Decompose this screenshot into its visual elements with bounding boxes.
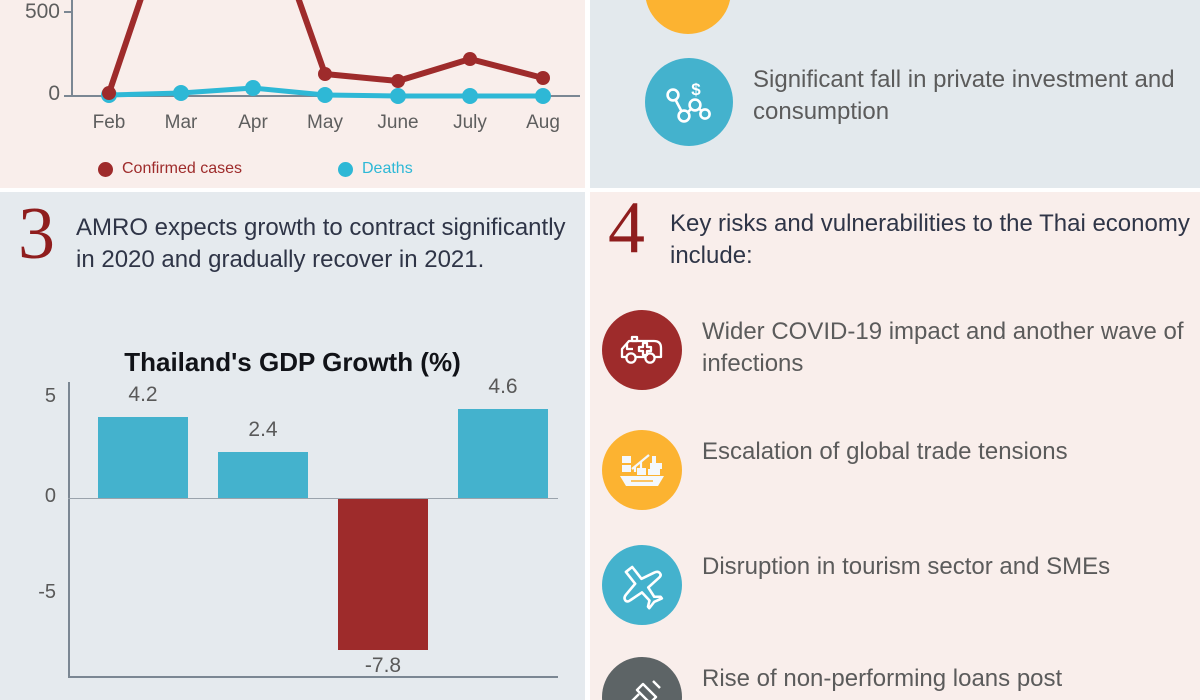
- legend-dot-confirmed-cases: [98, 161, 113, 177]
- risk-item-label: Escalation of global trade tensions: [702, 438, 1068, 465]
- risk-item-label: Disruption in tourism sector and SMEs: [702, 553, 1111, 580]
- impact-item-label: Significant fall in private investment a…: [753, 66, 1175, 125]
- gdp-zero-line: [68, 498, 558, 499]
- risk-item-label: Rise of non-performing loans post: [702, 665, 1063, 692]
- covid-case-chart-panel: 500 0: [0, 0, 585, 188]
- line-chart-xtick-aug: Aug: [526, 112, 560, 133]
- investment-line-chart-dollar-icon: $: [645, 58, 733, 146]
- legend-label-deaths: Deaths: [362, 160, 413, 177]
- line-chart-plot-area: [64, 0, 580, 104]
- risk-item-label: Wider COVID-19 impact and another wave o…: [702, 318, 1184, 377]
- impact-item-private-investment: $ Significant fall in private investment…: [645, 58, 1190, 146]
- gdp-y-axis: [68, 382, 70, 678]
- legend-item-deaths: Deaths: [338, 160, 413, 178]
- section-4-heading: 4 Key risks and vulnerabilities to the T…: [608, 192, 1198, 272]
- line-chart-xtick-july: July: [453, 112, 487, 133]
- cargo-ship-crane-icon: [602, 430, 682, 510]
- key-risks-panel: 4 Key risks and vulnerabilities to the T…: [590, 192, 1200, 700]
- line-chart-xtick-mar: Mar: [164, 112, 198, 133]
- gdp-bar-3: [338, 499, 428, 650]
- section-3-text: AMRO expects growth to contract signific…: [76, 214, 566, 273]
- gdp-chart-title: Thailand's GDP Growth (%): [124, 347, 461, 377]
- gdp-bar-value-4: 4.6: [488, 375, 518, 398]
- gavel-document-icon: [602, 657, 682, 700]
- section-3-heading: 3 AMRO expects growth to contract signif…: [18, 193, 578, 276]
- risk-item-non-performing-loans: Rise of non-performing loans post: [602, 657, 1197, 700]
- section-4-text: Key risks and vulnerabilities to the Tha…: [670, 210, 1190, 269]
- gdp-bar-value-2: 2.4: [248, 418, 278, 441]
- gdp-bar-4: [458, 409, 548, 498]
- legend-dot-deaths: [338, 161, 353, 177]
- risk-item-covid-impact: Wider COVID-19 impact and another wave o…: [602, 310, 1197, 390]
- gdp-bar-1: [98, 417, 188, 498]
- gdp-bar-2: [218, 452, 308, 498]
- line-chart-xtick-may: May: [307, 112, 343, 133]
- gdp-ytick-5: 5: [44, 385, 56, 407]
- line-chart-ytick-0: 0: [48, 82, 60, 105]
- gdp-bar-value-1: 4.2: [128, 383, 158, 406]
- impact-list-panel: $ Significant fall in private investment…: [590, 0, 1200, 188]
- gdp-bar-chart: Thailand's GDP Growth (%) 5 0 -5 4.2 2.4: [0, 192, 585, 700]
- gdp-ytick-minus-5: -5: [38, 581, 56, 603]
- partial-orange-circle-icon: [645, 0, 731, 34]
- svg-text:$: $: [691, 80, 701, 99]
- risk-item-tourism-disruption: Disruption in tourism sector and SMEs: [602, 545, 1197, 625]
- risk-item-trade-tensions: Escalation of global trade tensions: [602, 430, 1197, 510]
- line-chart-legend: Confirmed cases Deaths: [0, 158, 585, 184]
- legend-label-confirmed-cases: Confirmed cases: [122, 160, 243, 177]
- gdp-growth-panel: 3 AMRO expects growth to contract signif…: [0, 192, 585, 700]
- section-4-number: 4: [608, 192, 645, 269]
- gdp-ytick-0: 0: [44, 485, 56, 507]
- gdp-x-axis: [68, 676, 558, 678]
- legend-item-confirmed-cases: Confirmed cases: [98, 160, 242, 178]
- gdp-bar-value-3: -7.8: [364, 654, 402, 677]
- airplane-icon: [602, 545, 682, 625]
- section-3-number: 3: [18, 193, 55, 275]
- line-chart-ytick-500: 500: [24, 0, 60, 23]
- covid-line-chart: 500 0: [0, 0, 585, 188]
- line-chart-xtick-june: June: [377, 112, 419, 133]
- line-chart-xtick-feb: Feb: [92, 112, 126, 133]
- ambulance-icon: [602, 310, 682, 390]
- line-chart-xtick-apr: Apr: [238, 112, 268, 133]
- gdp-chart-plot-area: 5 0 -5 4.2 2.4 -7.8 4.6: [38, 375, 558, 678]
